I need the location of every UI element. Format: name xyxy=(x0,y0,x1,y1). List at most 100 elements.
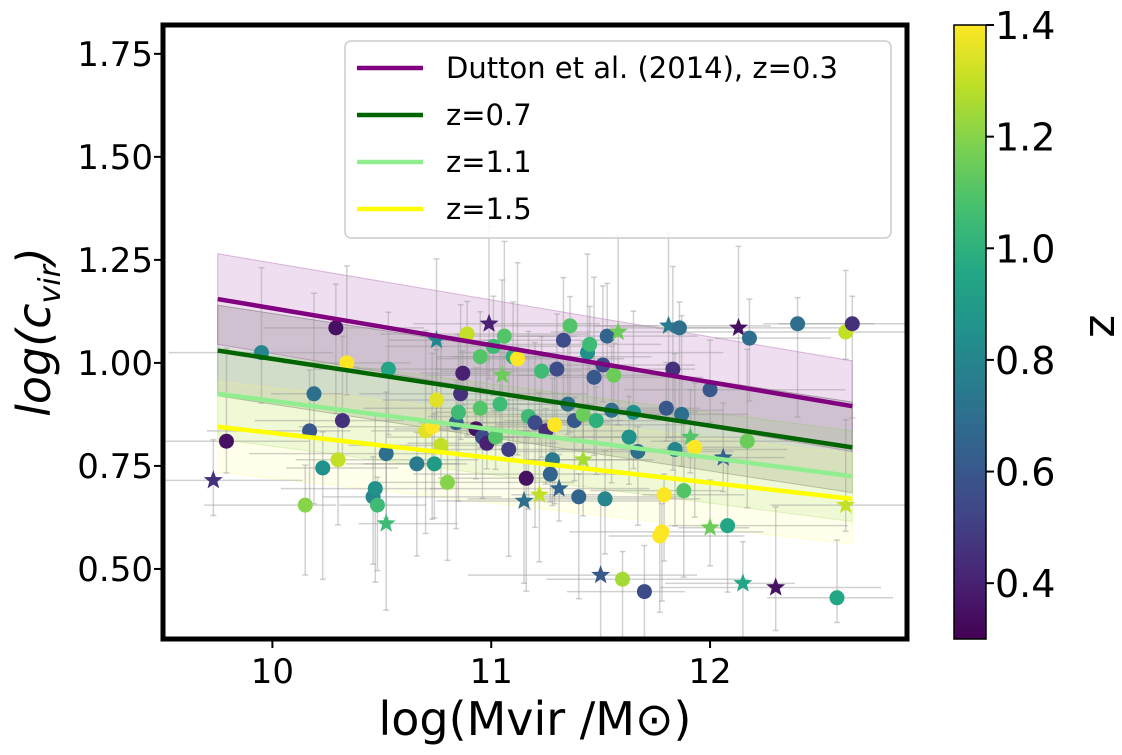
relation-line-z=0.3 xyxy=(217,296,853,409)
data-point-star xyxy=(529,484,549,503)
colorbar-tick-label: 1.0 xyxy=(995,227,1055,271)
data-point-circle xyxy=(378,446,394,462)
data-point-circle xyxy=(501,441,517,457)
data-point-circle xyxy=(339,355,355,371)
data-point-circle xyxy=(790,316,806,332)
data-point-circle xyxy=(720,518,736,534)
legend-label: z=0.7 xyxy=(446,98,532,132)
data-point-circle xyxy=(586,369,602,385)
data-point-circle xyxy=(450,404,466,420)
data-point-circle xyxy=(459,326,475,342)
data-point-circle xyxy=(542,466,558,482)
data-point-circle xyxy=(674,406,690,422)
data-point-circle xyxy=(658,400,674,416)
data-point-circle xyxy=(597,491,613,507)
y-tick-label: 0.50 xyxy=(77,550,153,590)
data-point-circle xyxy=(562,318,578,334)
colorbar-tick-label: 0.4 xyxy=(995,562,1055,606)
y-axis-ticks: 0.50 0.75 1.00 1.25 1.50 1.75 xyxy=(77,35,163,590)
data-point-circle xyxy=(829,590,845,606)
data-point-circle xyxy=(488,429,504,445)
data-point-circle xyxy=(571,489,587,505)
data-point-circle xyxy=(621,429,637,445)
data-point-circle xyxy=(844,316,860,332)
data-point-circle xyxy=(328,320,344,336)
data-point-star xyxy=(713,447,733,466)
data-point-star xyxy=(549,478,569,497)
y-tick-label: 1.75 xyxy=(77,35,153,75)
y-tick-label: 1.50 xyxy=(77,138,153,178)
data-point-circle xyxy=(433,437,449,453)
data-point-star xyxy=(514,491,534,509)
data-point-circle xyxy=(439,474,455,490)
data-point-circle xyxy=(534,363,550,379)
data-point-star xyxy=(836,495,856,514)
data-point-circle xyxy=(472,400,488,416)
data-point-circle xyxy=(218,433,234,449)
y-tick-label: 0.75 xyxy=(77,447,153,487)
data-point-circle xyxy=(636,584,652,600)
x-tick-label: 11 xyxy=(470,652,513,692)
plot-frame xyxy=(160,22,910,642)
data-point-circle xyxy=(547,417,563,433)
data-point-circle xyxy=(472,349,488,365)
data-point-star xyxy=(733,573,753,592)
x-axis-label: log(Mvir /M⊙) xyxy=(379,692,692,746)
legend-label: z=1.5 xyxy=(446,192,532,226)
data-point-circle xyxy=(369,497,385,513)
data-point-star xyxy=(729,317,748,336)
data-point-circle xyxy=(654,524,670,540)
colorbar-tick-label: 0.6 xyxy=(995,451,1055,495)
data-point-circle xyxy=(588,413,604,429)
data-point-circle xyxy=(518,470,534,486)
data-point-star xyxy=(659,315,678,334)
relation-line-z=0.7 xyxy=(217,348,853,450)
colorbar-tick-label: 1.4 xyxy=(995,4,1055,48)
data-point-circle xyxy=(367,481,383,497)
x-tick-label: 10 xyxy=(251,652,294,692)
data-point-circle xyxy=(496,328,512,344)
data-point-circle xyxy=(426,456,442,472)
data-point-circle xyxy=(739,433,755,449)
legend-label: Dutton et al. (2014), z=0.3 xyxy=(446,51,838,85)
data-point-circle xyxy=(741,330,757,346)
data-point-circle xyxy=(606,367,622,383)
relation-line-z=1.1 xyxy=(217,391,853,479)
x-tick-label: 12 xyxy=(688,652,731,692)
data-point-star xyxy=(492,365,512,384)
data-point-star xyxy=(573,449,593,468)
data-point-circle xyxy=(297,497,313,513)
relation-lines xyxy=(217,296,853,502)
data-point-circle xyxy=(334,413,350,429)
data-point-circle xyxy=(687,439,703,455)
relation-line-z=1.5 xyxy=(217,424,853,502)
data-point-circle xyxy=(455,365,471,381)
legend-label: z=1.1 xyxy=(446,145,532,179)
colorbar-tick-label: 0.8 xyxy=(995,339,1055,383)
y-tick-label: 1.00 xyxy=(77,344,153,384)
data-point-circle xyxy=(582,336,598,352)
data-point-star xyxy=(766,577,786,596)
data-point-circle xyxy=(599,328,615,344)
legend: Dutton et al. (2014), z=0.3 z=0.7 z=1.1 z=1… xyxy=(344,40,892,239)
legend-box xyxy=(344,40,892,239)
data-point-star xyxy=(479,313,499,332)
data-point-circle xyxy=(409,456,425,472)
data-point-circle xyxy=(429,392,445,408)
data-point-circle xyxy=(330,452,346,468)
data-point-star xyxy=(608,322,628,341)
data-point-star xyxy=(427,330,446,349)
data-point-star xyxy=(680,427,700,446)
data-point-circle xyxy=(549,361,565,377)
data-point-star xyxy=(591,565,611,584)
data-point-star xyxy=(376,513,396,532)
y-axis-label: log(cvir) xyxy=(7,247,68,417)
data-point-circle xyxy=(656,487,672,503)
data-point-circle xyxy=(315,460,331,476)
colorbar-label: z xyxy=(1079,314,1122,337)
data-point-circle xyxy=(671,320,687,336)
colorbar-gradient xyxy=(953,24,987,640)
data-point-circle xyxy=(615,571,631,587)
data-point-circle xyxy=(665,361,681,377)
